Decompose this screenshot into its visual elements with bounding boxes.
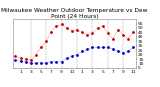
Title: Milwaukee Weather Outdoor Temperature vs Dew Point (24 Hours): Milwaukee Weather Outdoor Temperature vs… (1, 8, 148, 19)
